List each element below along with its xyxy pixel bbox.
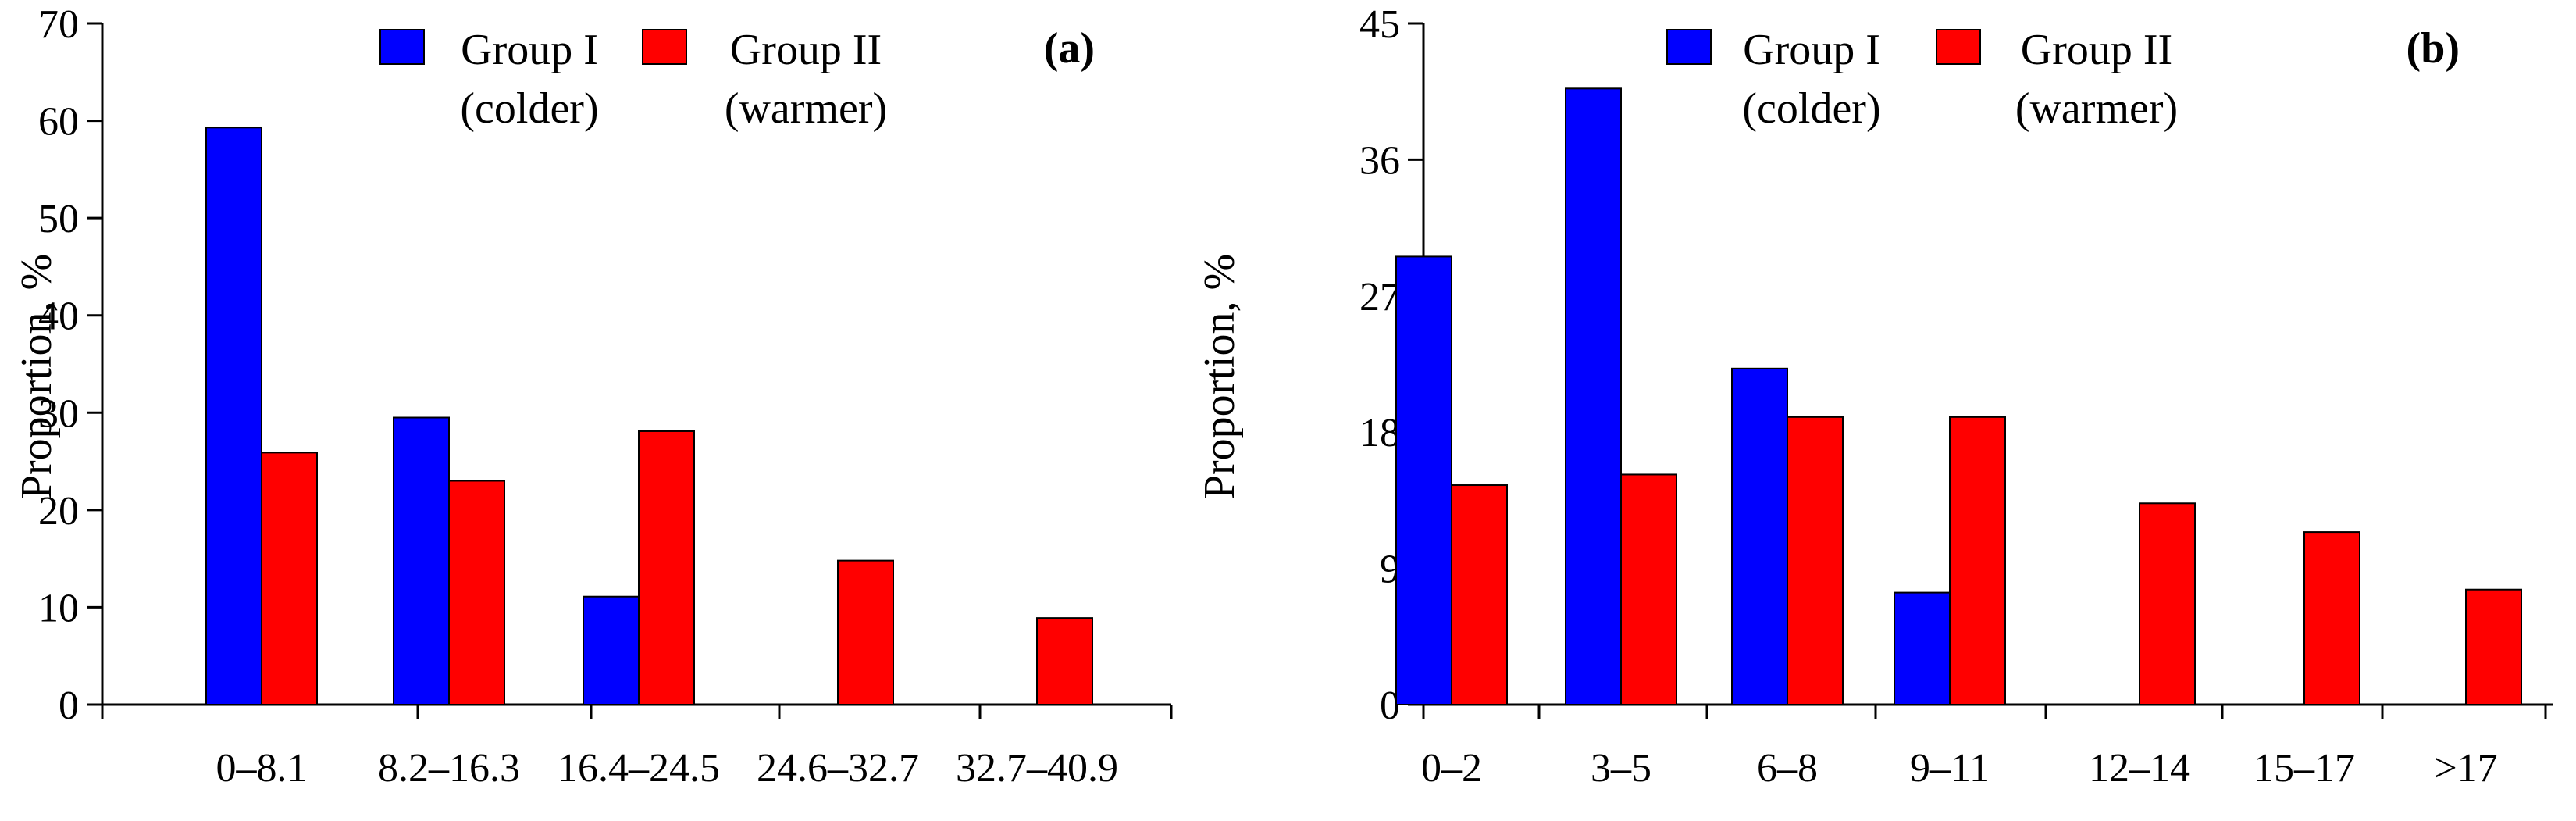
- x-tick-label: 8.2–16.3: [378, 746, 520, 791]
- x-tick-label: 24.6–32.7: [757, 746, 919, 791]
- y-tick-label: 10: [38, 586, 79, 630]
- y-tick-label: 36: [1359, 138, 1400, 183]
- panel-a-legend-group2-line2: (warmer): [725, 84, 887, 133]
- x-tick-label: 15–17: [2254, 746, 2355, 791]
- panel-a: Proportion, % (a) Group I (colder) Group…: [12, 2, 1173, 791]
- bar-group2: [1620, 473, 1677, 705]
- bar-group1: [205, 127, 262, 705]
- panel-a-y-axis-title: Proportion, %: [12, 254, 61, 499]
- y-tick-label: 18: [1359, 411, 1400, 455]
- y-tick-label: 30: [38, 391, 79, 436]
- bar-group2: [1451, 484, 1508, 705]
- x-tick-label: 32.7–40.9: [956, 746, 1118, 791]
- bar-group1: [583, 595, 640, 705]
- y-tick-label: 60: [38, 100, 79, 145]
- y-tick-label: 45: [1359, 2, 1400, 47]
- bar-group2: [638, 430, 695, 705]
- panel-b-legend-swatch-group1: [1666, 29, 1712, 65]
- bar-group2: [2465, 588, 2522, 705]
- bar-group2: [2139, 502, 2196, 706]
- panel-a-legend: Group I (colder) Group II (warmer): [379, 26, 887, 133]
- panel-a-legend-group1-line1: Group I: [461, 26, 598, 74]
- bar-group1: [1731, 367, 1788, 705]
- bar-group2: [837, 559, 894, 705]
- panel-b-legend-group2-line2: (warmer): [2015, 84, 2178, 133]
- panel-b-legend-group1-line1: Group I: [1743, 26, 1880, 74]
- panel-a-legend-group1-line2: (colder): [460, 84, 598, 133]
- bar-group2: [261, 452, 318, 705]
- x-tick-label: 3–5: [1591, 746, 1651, 791]
- panel-a-legend-group2-line1: Group II: [730, 26, 882, 74]
- x-tick-label: 0–2: [1421, 746, 1482, 791]
- panel-a-legend-swatch-group1: [379, 29, 425, 65]
- panel-a-label: (a): [1044, 24, 1095, 73]
- panel-b-legend-group1-line2: (colder): [1742, 84, 1880, 133]
- bar-group2: [448, 480, 505, 705]
- panel-b-legend: Group I (colder) Group II (warmer): [1666, 26, 2178, 133]
- x-tick-label: 16.4–24.5: [558, 746, 720, 791]
- x-tick-label: 9–11: [1910, 746, 1990, 791]
- bar-group2: [2303, 531, 2360, 705]
- panel-b-legend-swatch-group2: [1936, 29, 1981, 65]
- x-tick-label: 0–8.1: [216, 746, 308, 791]
- panel-b-legend-group2-line1: Group II: [2021, 26, 2172, 74]
- panel-b-y-axis-title: Proportion, %: [1195, 254, 1244, 499]
- bar-group1: [1395, 255, 1452, 705]
- panel-b-label: (b): [2407, 24, 2460, 73]
- y-tick-label: 20: [38, 489, 79, 534]
- y-tick-label: 50: [38, 197, 79, 241]
- x-tick-label: 6–8: [1757, 746, 1818, 791]
- y-tick-label: 27: [1359, 275, 1400, 319]
- bar-group2: [1787, 416, 1844, 705]
- y-tick-label: 70: [38, 2, 79, 47]
- panel-b: Proportion, % (b) Group I (colder) Group…: [1195, 2, 2553, 791]
- panel-a-legend-swatch-group2: [642, 29, 687, 65]
- bar-group1: [1565, 87, 1622, 705]
- y-tick-label: 0: [59, 684, 79, 728]
- bar-group2: [1949, 416, 2006, 705]
- bar-group1: [393, 416, 450, 705]
- bar-group1: [1894, 591, 1951, 705]
- x-tick-label: 12–14: [2089, 746, 2190, 791]
- x-tick-label: >17: [2434, 746, 2497, 791]
- bar-group2: [1036, 617, 1093, 705]
- y-tick-label: 40: [38, 294, 79, 339]
